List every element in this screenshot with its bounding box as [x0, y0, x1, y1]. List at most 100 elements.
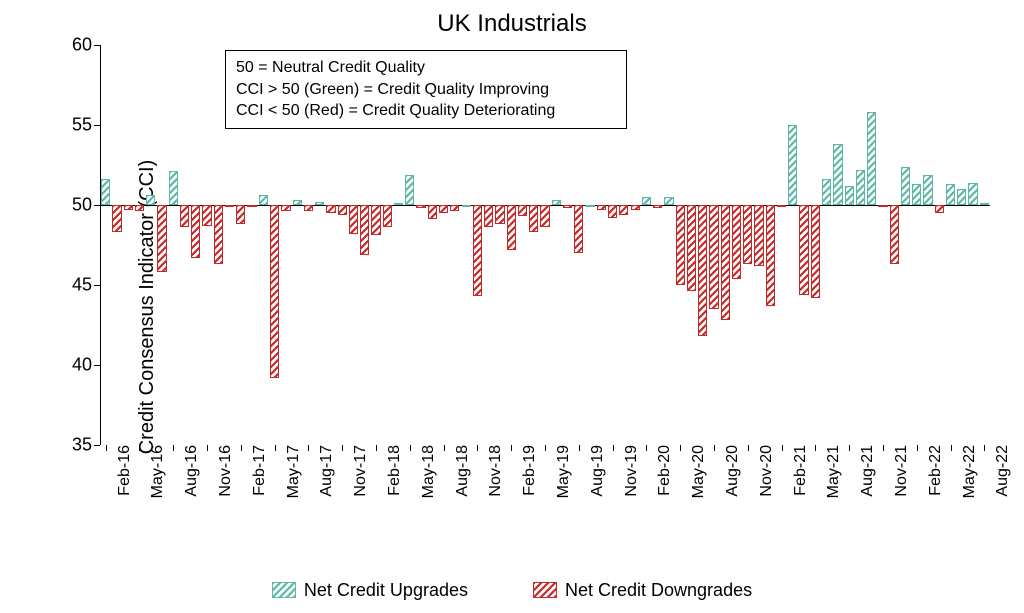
- bar-upgrade: [845, 186, 854, 205]
- x-tick-label: Nov-17: [348, 445, 370, 497]
- bar-downgrade: [766, 205, 775, 306]
- x-tick-label: Feb-19: [517, 445, 539, 496]
- bar-downgrade: [371, 205, 380, 235]
- x-tick-label: Aug-21: [855, 445, 877, 497]
- bar-downgrade: [811, 205, 820, 298]
- bar-downgrade: [124, 205, 133, 210]
- x-tick-label: Nov-18: [483, 445, 505, 497]
- x-tick-label: May-16: [145, 445, 167, 498]
- x-tick-label: Aug-19: [585, 445, 607, 497]
- bar-upgrade: [968, 183, 977, 205]
- bar-upgrade: [833, 144, 842, 205]
- bar-downgrade: [450, 205, 459, 211]
- bar-upgrade: [642, 197, 651, 205]
- bar-downgrade: [676, 205, 685, 285]
- x-tick-mark: [748, 445, 749, 451]
- x-tick-label: Aug-18: [450, 445, 472, 497]
- bar-upgrade: [980, 203, 989, 205]
- bar-downgrade: [349, 205, 358, 234]
- x-tick-label: May-19: [551, 445, 573, 498]
- bar-downgrade: [236, 205, 245, 224]
- bar-downgrade: [619, 205, 628, 215]
- bar-downgrade: [518, 205, 527, 216]
- x-tick-label: Feb-22: [923, 445, 945, 496]
- x-tick-mark: [241, 445, 242, 451]
- x-tick-label: Aug-20: [720, 445, 742, 497]
- legend-swatch-up: [272, 582, 296, 598]
- x-tick-mark: [342, 445, 343, 451]
- bar-downgrade: [214, 205, 223, 264]
- bar-downgrade: [732, 205, 741, 279]
- bar-upgrade: [822, 179, 831, 205]
- x-tick-mark: [951, 445, 952, 451]
- y-axis-line: [100, 45, 101, 445]
- bar-downgrade: [529, 205, 538, 232]
- bar-downgrade: [247, 205, 256, 207]
- bar-downgrade: [428, 205, 437, 219]
- bar-downgrade: [304, 205, 313, 211]
- bar-downgrade: [631, 205, 640, 210]
- bar-downgrade: [135, 205, 144, 211]
- bar-downgrade: [416, 205, 425, 208]
- bar-downgrade: [383, 205, 392, 227]
- x-tick-label: May-17: [281, 445, 303, 498]
- bar-downgrade: [439, 205, 448, 213]
- bar-downgrade: [799, 205, 808, 295]
- x-tick-label: Nov-21: [889, 445, 911, 497]
- x-tick-mark: [646, 445, 647, 451]
- bar-downgrade: [608, 205, 617, 218]
- bar-downgrade: [338, 205, 347, 215]
- bar-upgrade: [405, 175, 414, 205]
- bar-upgrade: [315, 202, 324, 205]
- x-tick-label: Feb-17: [247, 445, 269, 496]
- bar-downgrade: [709, 205, 718, 309]
- legend-label-down: Net Credit Downgrades: [565, 580, 752, 601]
- x-tick-label: May-18: [416, 445, 438, 498]
- x-tick-label: Aug-22: [990, 445, 1012, 497]
- bar-upgrade: [394, 203, 403, 205]
- bar-upgrade: [462, 205, 471, 207]
- bar-downgrade: [754, 205, 763, 266]
- x-tick-mark: [106, 445, 107, 451]
- bar-downgrade: [360, 205, 369, 255]
- x-tick-label: Aug-16: [179, 445, 201, 497]
- x-tick-mark: [849, 445, 850, 451]
- bar-downgrade: [270, 205, 279, 378]
- bar-upgrade: [957, 189, 966, 205]
- x-tick-label: Feb-18: [382, 445, 404, 496]
- bar-downgrade: [721, 205, 730, 320]
- x-tick-mark: [376, 445, 377, 451]
- bar-downgrade: [574, 205, 583, 253]
- bar-downgrade: [202, 205, 211, 226]
- x-tick-mark: [613, 445, 614, 451]
- bar-upgrade: [293, 200, 302, 205]
- x-tick-label: May-22: [957, 445, 979, 498]
- x-tick-label: May-21: [821, 445, 843, 498]
- x-tick-mark: [410, 445, 411, 451]
- x-tick-label: May-20: [686, 445, 708, 498]
- chart-container: UK Industrials Credit Consensus Indicato…: [0, 0, 1024, 613]
- bar-downgrade: [157, 205, 166, 272]
- bar-downgrade: [326, 205, 335, 213]
- y-tick-label: 55: [72, 115, 100, 136]
- x-tick-mark: [883, 445, 884, 451]
- bar-upgrade: [856, 170, 865, 205]
- bar-downgrade: [935, 205, 944, 213]
- x-tick-label: Feb-21: [788, 445, 810, 496]
- x-tick-mark: [207, 445, 208, 451]
- bar-upgrade: [259, 195, 268, 205]
- bar-downgrade: [484, 205, 493, 227]
- y-tick-label: 40: [72, 355, 100, 376]
- bar-downgrade: [878, 205, 887, 207]
- bar-downgrade: [687, 205, 696, 291]
- bar-downgrade: [653, 205, 662, 208]
- x-tick-mark: [782, 445, 783, 451]
- bar-downgrade: [597, 205, 606, 210]
- bar-upgrade: [912, 184, 921, 205]
- legend: Net Credit Upgrades Net Credit Downgrade…: [0, 580, 1024, 604]
- bar-downgrade: [191, 205, 200, 258]
- x-tick-label: Feb-20: [652, 445, 674, 496]
- x-tick-mark: [984, 445, 985, 451]
- bar-downgrade: [698, 205, 707, 336]
- legend-swatch-down: [533, 582, 557, 598]
